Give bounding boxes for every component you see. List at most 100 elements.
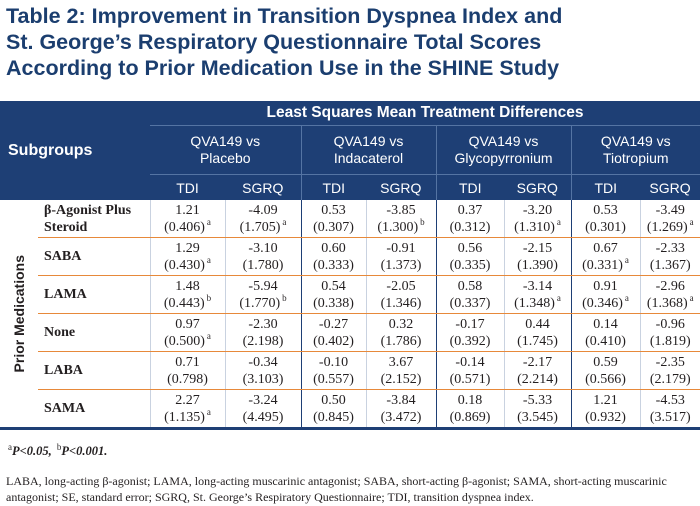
standard-error: (1.390) bbox=[517, 257, 558, 273]
standard-error: (0.301) bbox=[585, 219, 626, 235]
measure-header: TDI bbox=[571, 174, 640, 200]
table-title: Table 2: Improvement in Transition Dyspn… bbox=[6, 3, 696, 81]
title-line-2: St. George’s Respiratory Questionnaire T… bbox=[6, 30, 542, 54]
measure-header: TDI bbox=[301, 174, 366, 200]
mean-difference: -2.33 bbox=[655, 240, 685, 256]
standard-error: (0.307) bbox=[313, 219, 354, 235]
mean-difference: 0.56 bbox=[457, 240, 483, 256]
mean-difference: 0.97 bbox=[175, 316, 200, 332]
standard-error-line: (1.819) bbox=[641, 333, 700, 350]
comparison-line-2: Placebo bbox=[199, 150, 251, 166]
row-label: SABA bbox=[38, 237, 151, 276]
mean-difference: -0.96 bbox=[655, 316, 685, 332]
comparison-line-2: Tiotropium bbox=[602, 150, 669, 166]
value-cell: -0.91 (1.373) bbox=[366, 237, 437, 276]
mean-difference: 0.91 bbox=[593, 278, 618, 294]
measure-header: SGRQ bbox=[504, 174, 572, 200]
mean-difference: -0.34 bbox=[248, 354, 278, 370]
measure-header-row: TDI SGRQ TDI SGRQ TDI SGRQ TDI SGRQ bbox=[0, 174, 700, 200]
standard-error-line: (0.932) bbox=[572, 409, 640, 426]
standard-error: (3.545) bbox=[517, 409, 558, 425]
standard-error: (0.500) bbox=[164, 333, 205, 349]
mean-difference: 0.58 bbox=[457, 278, 483, 294]
mean-difference: -0.10 bbox=[318, 354, 349, 370]
significance-mark: a bbox=[206, 254, 211, 265]
value-cell: -4.09 (1.705) a bbox=[225, 200, 302, 238]
standard-error-line: (0.430) a bbox=[151, 254, 225, 274]
value-cell: 0.60 (0.333) bbox=[301, 237, 367, 276]
standard-error: (1.745) bbox=[517, 333, 558, 349]
standard-error-line: (0.346) a bbox=[572, 292, 640, 312]
mean-difference: 0.14 bbox=[593, 316, 618, 332]
comparison-header: QVA149 vs Indacaterol bbox=[301, 125, 437, 175]
value-cell: 0.37 (0.312) bbox=[436, 200, 505, 238]
comparison-line-1: QVA149 vs bbox=[190, 133, 261, 149]
standard-error-line: (0.301) bbox=[572, 219, 640, 236]
mean-difference: -3.24 bbox=[248, 392, 278, 408]
standard-error-line: (0.337) bbox=[437, 295, 504, 312]
value-cell: -2.33 (1.367) bbox=[640, 237, 700, 276]
standard-error-line: (1.300) b bbox=[367, 217, 436, 236]
standard-error: (0.392) bbox=[449, 333, 491, 349]
mean-difference: -3.84 bbox=[386, 392, 416, 408]
mean-difference: -0.14 bbox=[455, 354, 485, 370]
standard-error-line: (0.331) a bbox=[572, 255, 640, 274]
standard-error: (3.472) bbox=[380, 409, 422, 425]
standard-error-line: (0.402) bbox=[302, 333, 366, 350]
value-cell: 1.29 (0.430) a bbox=[150, 237, 226, 276]
value-cell: 0.54 (0.338) bbox=[301, 275, 367, 314]
standard-error-line: (2.198) bbox=[226, 333, 301, 350]
prior-medications-label: Prior Medications bbox=[10, 254, 27, 373]
mean-difference: -0.91 bbox=[386, 240, 416, 256]
standard-error: (1.348) bbox=[514, 295, 555, 311]
value-cell: -5.94 (1.770) b bbox=[225, 275, 302, 314]
table-body: Prior Medications β-Agonist Plus Steroid 1.… bbox=[0, 200, 700, 430]
standard-error-line: (0.338) bbox=[302, 295, 366, 312]
table-row: SAMA 2.27 (1.135) a -3.24 (4.495) 0.50 (0.845) -… bbox=[0, 389, 700, 430]
row-label-line-1: LAMA bbox=[44, 287, 87, 302]
standard-error: (0.571) bbox=[449, 371, 491, 387]
standard-error-line: (1.390) bbox=[505, 257, 571, 274]
mean-difference: 0.44 bbox=[525, 316, 550, 332]
value-cell: -3.24 (4.495) bbox=[225, 389, 302, 430]
standard-error: (0.335) bbox=[449, 257, 491, 273]
comparison-header: QVA149 vs Glycopyrronium bbox=[436, 125, 572, 175]
standard-error: (0.331) bbox=[582, 257, 623, 273]
standard-error-line: (1.780) bbox=[226, 257, 301, 274]
mean-difference: -3.14 bbox=[522, 278, 553, 294]
value-cell: -0.10 (0.557) bbox=[301, 351, 367, 390]
mean-difference: 0.67 bbox=[593, 240, 618, 256]
value-cell: -5.33 (3.545) bbox=[504, 389, 572, 430]
significance-mark: a bbox=[624, 292, 629, 303]
value-cell: -0.96 (1.819) bbox=[640, 313, 700, 352]
standard-error-line: (1.705) a bbox=[226, 217, 301, 236]
mean-difference: 0.18 bbox=[457, 392, 483, 408]
standard-error-line: (3.472) bbox=[367, 409, 436, 426]
mean-difference: -5.94 bbox=[248, 278, 278, 294]
value-cell: -2.96 (1.368) a bbox=[640, 275, 700, 314]
standard-error: (0.338) bbox=[313, 295, 354, 311]
standard-error: (4.495) bbox=[242, 409, 284, 425]
standard-error: (0.410) bbox=[585, 333, 626, 349]
footnote-a-text: P<0.05, bbox=[12, 444, 55, 458]
mean-difference: -5.33 bbox=[522, 392, 553, 408]
mean-difference: 3.67 bbox=[388, 354, 414, 370]
standard-error-line: (1.368) a bbox=[641, 293, 700, 312]
value-cell: -4.53 (3.517) bbox=[640, 389, 700, 430]
mean-difference: -3.85 bbox=[386, 202, 416, 218]
comparison-header: QVA149 vs Tiotropium bbox=[571, 125, 700, 175]
standard-error: (0.430) bbox=[164, 257, 205, 273]
mean-difference: 2.27 bbox=[175, 392, 200, 408]
value-cell: 1.48 (0.443) b bbox=[150, 275, 226, 314]
subgroups-header: Subgroups bbox=[0, 101, 150, 200]
standard-error: (0.932) bbox=[585, 409, 626, 425]
value-cell: 1.21 (0.406) a bbox=[150, 200, 226, 238]
table-row: None 0.97 (0.500) a -2.30 (2.198) -0.27 (0.402)… bbox=[0, 313, 700, 352]
mean-difference: 0.53 bbox=[593, 202, 618, 218]
value-cell: -3.85 (1.300) b bbox=[366, 200, 437, 238]
value-cell: -2.15 (1.390) bbox=[504, 237, 572, 276]
results-table: Subgroups Least Squares Mean Treatment D… bbox=[0, 101, 700, 430]
row-label-line-1: LABA bbox=[44, 363, 83, 378]
standard-error: (1.368) bbox=[646, 295, 688, 311]
mean-difference: 1.48 bbox=[175, 278, 200, 294]
